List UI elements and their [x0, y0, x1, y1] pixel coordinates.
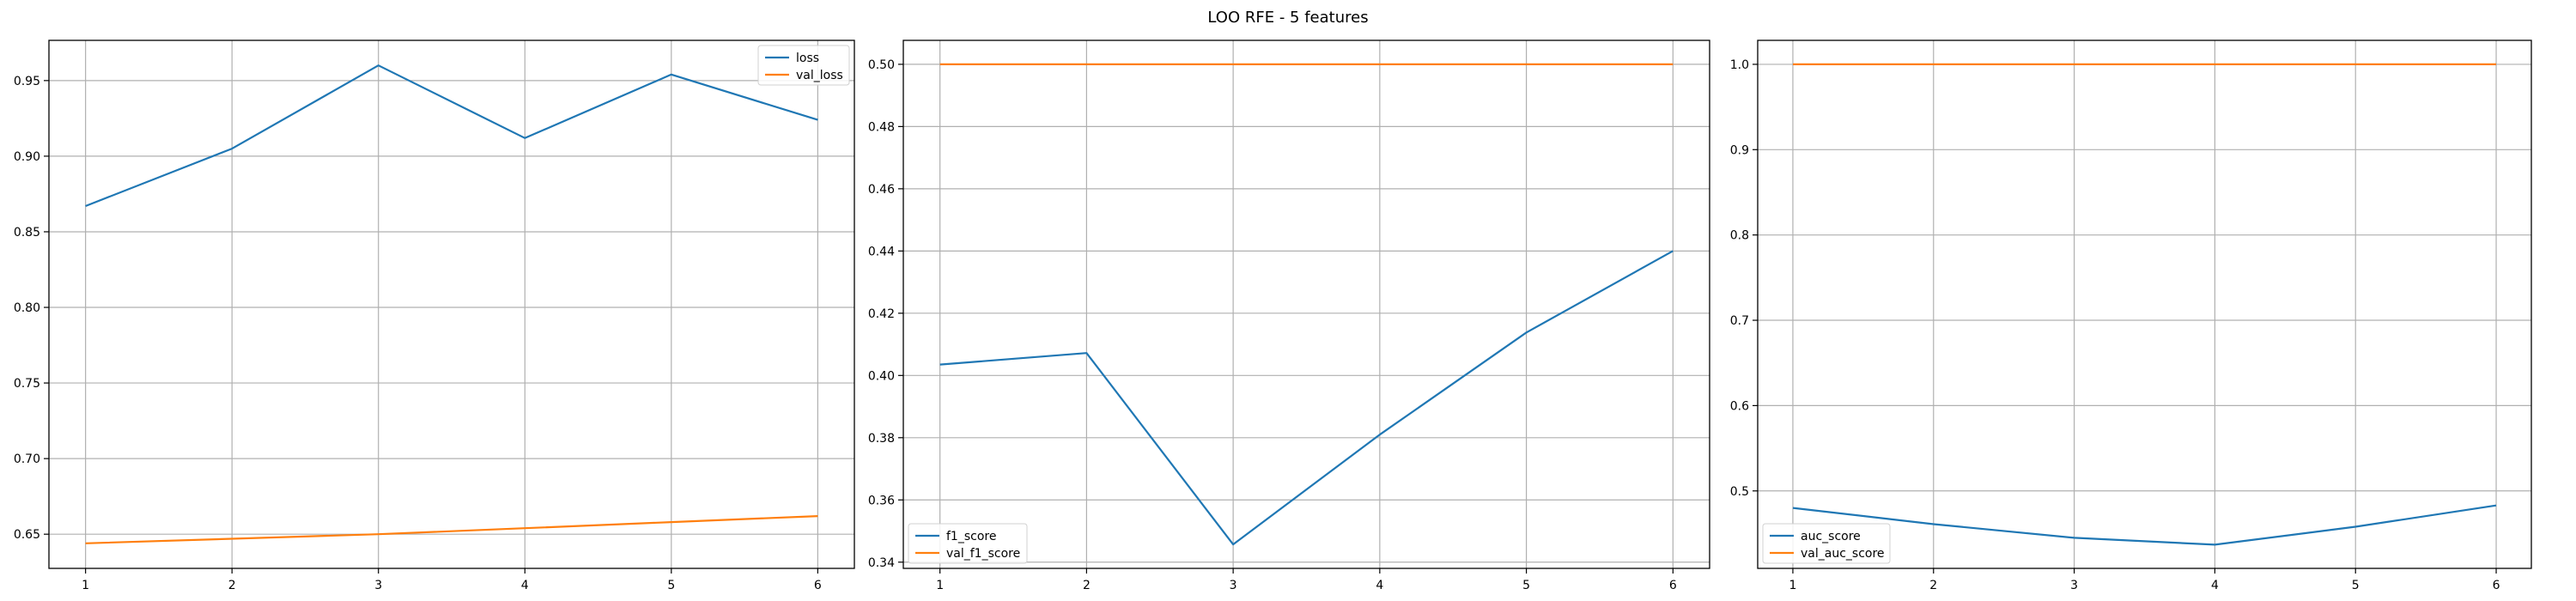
- f1-score-y-tick-label: 0.36: [868, 494, 895, 507]
- f1-score-legend-label: f1_score: [946, 530, 996, 543]
- loss-y-tick-label: 0.90: [14, 150, 40, 164]
- f1-score-legend: f1_score val_f1_score: [908, 523, 1028, 564]
- loss-x-tick-label: 6: [814, 579, 822, 592]
- loss-x-tick-label: 2: [228, 579, 236, 592]
- loss-x-tick-label: 1: [82, 579, 89, 592]
- auc-score-legend-label: val_auc_score: [1801, 547, 1885, 561]
- loss-axes-frame: [48, 39, 855, 569]
- loss-x-tick-label: 5: [667, 579, 675, 592]
- auc-score-series-auc-score: [1792, 504, 2497, 546]
- auc-score-y-tick-label: 1.0: [1730, 58, 1749, 72]
- auc-score-legend-label: auc_score: [1801, 530, 1861, 543]
- f1-score-y-tick-label: 0.42: [868, 307, 895, 321]
- f1-score-axes-frame: [902, 39, 1710, 569]
- loss-x-tick-label: 3: [374, 579, 382, 592]
- auc-score-y-tick-label: 0.8: [1730, 229, 1749, 243]
- loss-legend-label: loss: [796, 52, 819, 65]
- auc-score-x-tick-label: 4: [2211, 579, 2219, 592]
- loss-legend: loss val_loss: [757, 45, 850, 86]
- auc-score-legend: auc_score val_auc_score: [1762, 523, 1891, 564]
- auc-score-x-tick-label: 2: [1929, 579, 1937, 592]
- loss-y-tick-label: 0.65: [14, 528, 40, 542]
- loss-x-tick-label: 4: [521, 579, 529, 592]
- f1-score-y-tick-label: 0.44: [868, 245, 895, 258]
- auc-score-legend-box: [1762, 523, 1891, 564]
- f1-score-x-tick-label: 2: [1083, 579, 1091, 592]
- f1-score-x-tick-label: 6: [1669, 579, 1677, 592]
- loss-grid: [49, 40, 854, 568]
- loss-y-tick-label: 0.95: [14, 75, 40, 88]
- loss-series-val-loss: [85, 515, 818, 544]
- f1-score-series-f1-score: [939, 250, 1674, 546]
- f1-score-y-tick-label: 0.50: [868, 58, 895, 72]
- auc-score-x-tick-label: 3: [2070, 579, 2078, 592]
- f1-score-y-tick-label: 0.48: [868, 120, 895, 134]
- f1-score-y-tick-label: 0.46: [868, 183, 895, 197]
- auc-score-x-tick-label: 6: [2493, 579, 2500, 592]
- auc-score-y-tick-label: 0.5: [1730, 485, 1749, 499]
- loss-series-loss: [85, 64, 818, 208]
- f1-score-y-tick-label: 0.40: [868, 369, 895, 383]
- f1-score-x-tick-label: 5: [1522, 579, 1530, 592]
- f1-score-grid: [903, 40, 1710, 568]
- auc-score-grid: [1758, 40, 2531, 568]
- auc-score-axes-frame: [1757, 39, 2532, 569]
- f1-score-x-tick-label: 1: [936, 579, 944, 592]
- auc-score-y-tick-label: 0.6: [1730, 399, 1749, 413]
- f1-score-y-tick-label: 0.38: [868, 432, 895, 446]
- loss-y-tick-label: 0.85: [14, 226, 40, 240]
- auc-score-y-tick-label: 0.9: [1730, 143, 1749, 157]
- loss-y-tick-label: 0.75: [14, 377, 40, 391]
- auc-score-x-tick-label: 5: [2352, 579, 2360, 592]
- loss-legend-label: val_loss: [796, 69, 843, 82]
- loss-y-tick-label: 0.80: [14, 301, 40, 315]
- loss-y-tick-label: 0.70: [14, 452, 40, 466]
- f1-score-x-tick-label: 3: [1230, 579, 1237, 592]
- f1-score-legend-label: val_f1_score: [946, 547, 1020, 561]
- figure-title: LOO RFE - 5 features: [1207, 9, 1369, 27]
- auc-score-x-tick-label: 1: [1789, 579, 1796, 592]
- auc-score-y-tick-label: 0.7: [1730, 314, 1749, 328]
- f1-score-x-tick-label: 4: [1376, 579, 1383, 592]
- f1-score-y-tick-label: 0.34: [868, 556, 895, 570]
